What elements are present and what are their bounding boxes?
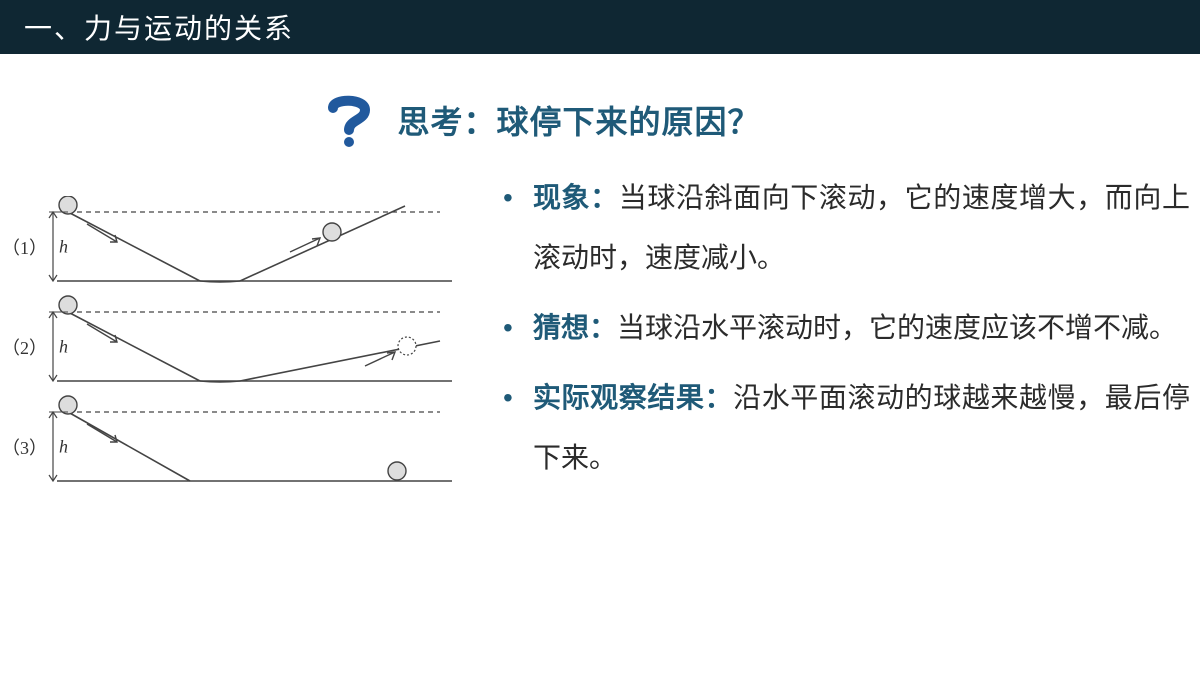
svg-text:h: h	[59, 437, 68, 457]
question-mark-icon	[319, 90, 379, 150]
bullet-label: 现象：	[533, 182, 619, 213]
svg-text:h: h	[59, 237, 68, 257]
bullet-label: 实际观察结果：	[533, 382, 733, 413]
svg-text:h: h	[59, 337, 68, 357]
svg-text:（3）: （3）	[2, 438, 47, 458]
content-row: （1） h （2） h （3） h 现象：当球沿斜面向下滚动，它的速度增大，而向上滚动时，…	[0, 168, 1200, 516]
diagram-column: （1） h （2） h （3） h	[0, 168, 483, 516]
header-title: 一、力与运动的关系	[24, 7, 294, 47]
svg-text:（1）: （1）	[2, 238, 47, 258]
bullet-text: 当球沿斜面向下滚动，它的速度增大，而向上滚动时，速度减小。	[533, 182, 1190, 273]
bullet-label: 猜想：	[533, 312, 617, 343]
bullet-item: 猜想：当球沿水平滚动时，它的速度应该不增不减。	[493, 298, 1190, 358]
svg-text:（2）: （2）	[2, 338, 47, 358]
question-title-row: 思考：球停下来的原因？	[0, 90, 1200, 150]
bullet-item: 实际观察结果：沿水平面滚动的球越来越慢，最后停下来。	[493, 368, 1190, 488]
bullet-text: 当球沿水平滚动时，它的速度应该不增不减。	[617, 312, 1177, 343]
bullet-column: 现象：当球沿斜面向下滚动，它的速度增大，而向上滚动时，速度减小。猜想：当球沿水平…	[483, 168, 1190, 516]
bullets-list: 现象：当球沿斜面向下滚动，它的速度增大，而向上滚动时，速度减小。猜想：当球沿水平…	[493, 168, 1190, 488]
bullet-item: 现象：当球沿斜面向下滚动，它的速度增大，而向上滚动时，速度减小。	[493, 168, 1190, 288]
galileo-ramps-diagram: （1） h （2） h （3） h	[0, 196, 480, 516]
section-header: 一、力与运动的关系	[0, 0, 1200, 54]
question-title: 思考：球停下来的原因？	[397, 97, 760, 143]
